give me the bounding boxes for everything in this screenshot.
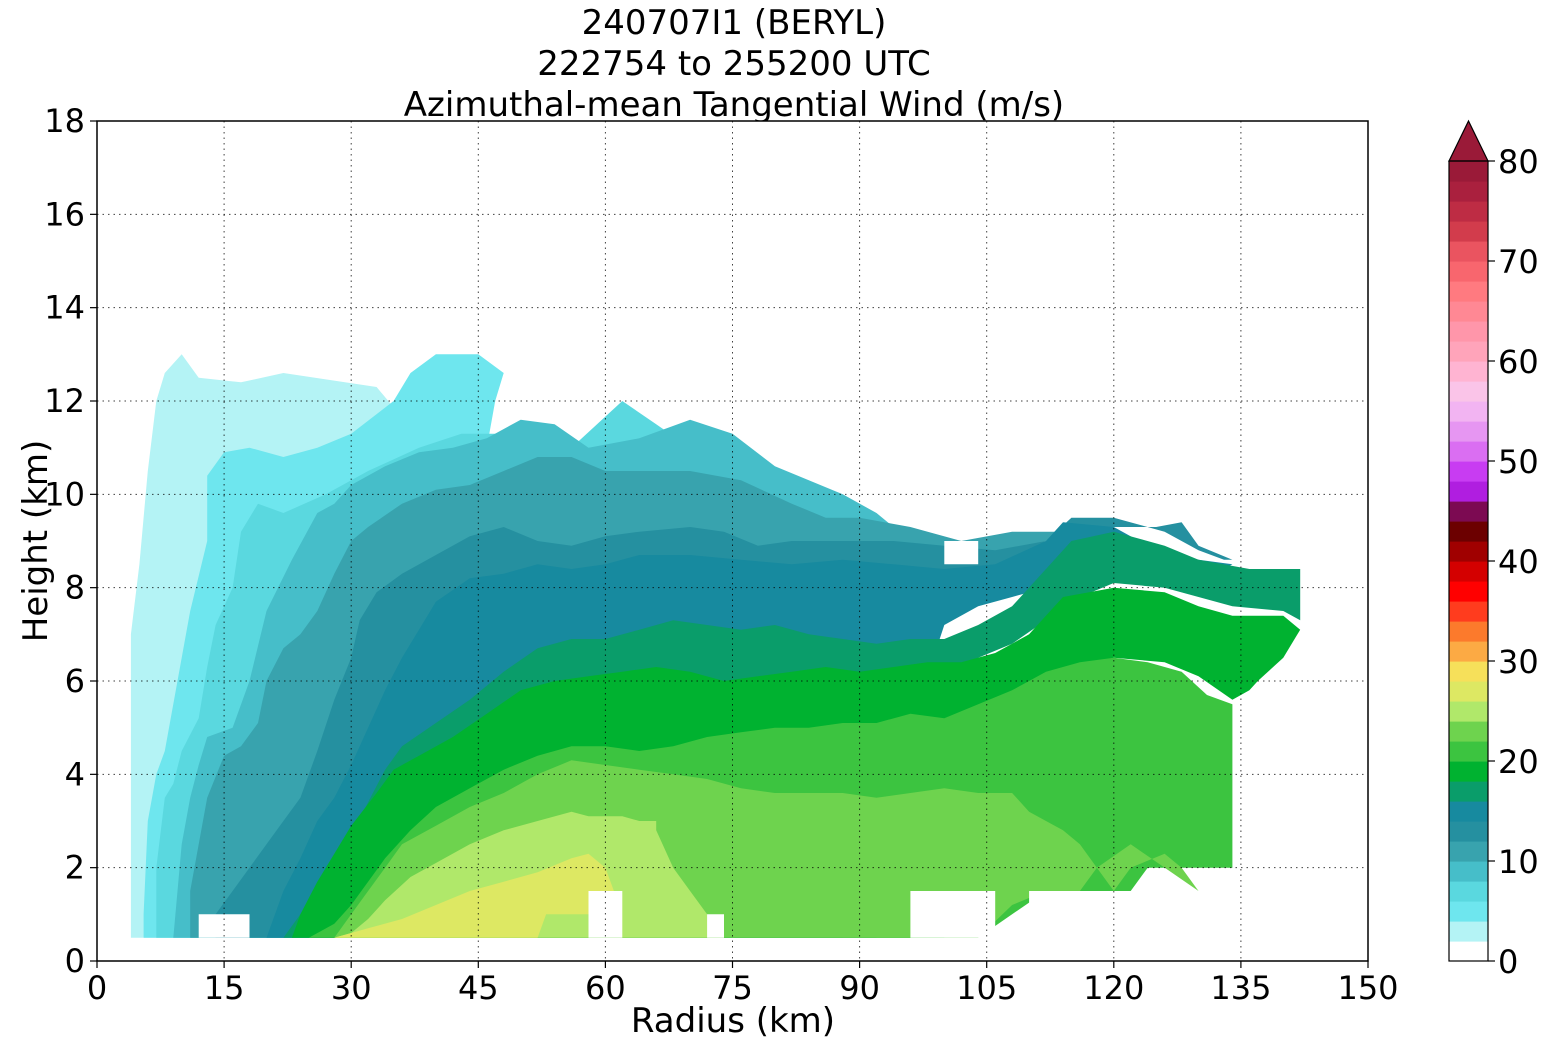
x-tick-label: 90 [839, 969, 880, 1007]
colorbar-swatch [1449, 701, 1488, 722]
no-data-region [707, 914, 724, 938]
colorbar-tick-label: 80 [1498, 143, 1539, 181]
colorbar-tick-label: 50 [1498, 443, 1539, 481]
no-data-region [198, 914, 250, 938]
colorbar-swatch [1449, 661, 1488, 682]
y-tick-label: 10 [44, 475, 85, 513]
x-tick-label: 120 [1083, 969, 1144, 1007]
y-axis-label: Height (km) [16, 440, 56, 643]
colorbar-swatch [1449, 921, 1488, 942]
colorbar-swatch [1449, 341, 1488, 362]
x-tick-label: 60 [585, 969, 626, 1007]
colorbar-tick-label: 40 [1498, 543, 1539, 581]
colorbar-swatch [1449, 221, 1488, 242]
x-axis-ticks: 0 15 30 45 60 75 90 105 120 135 150 [87, 961, 1399, 1007]
colorbar-tick-label: 20 [1498, 743, 1539, 781]
colorbar-swatch [1449, 481, 1488, 502]
colorbar-swatch [1449, 641, 1488, 662]
colorbar-swatch [1449, 501, 1488, 522]
x-tick-label: 45 [458, 969, 499, 1007]
y-tick-label: 18 [44, 102, 85, 140]
x-tick-label: 0 [87, 969, 107, 1007]
gridlines [97, 121, 1368, 961]
colorbar-tick-label: 10 [1498, 843, 1539, 881]
no-data-region [1147, 891, 1368, 938]
colorbar-swatch [1449, 581, 1488, 602]
colorbar-swatch [1449, 601, 1488, 622]
colorbar-swatch [1449, 301, 1488, 322]
title-line-3: Azimuthal-mean Tangential Wind (m/s) [404, 85, 1064, 125]
colorbar-swatch [1449, 261, 1488, 282]
title-line-1: 240707I1 (BERYL) [582, 3, 887, 43]
colorbar-swatch [1449, 621, 1488, 642]
y-tick-label: 12 [44, 382, 85, 420]
colorbar-swatch [1449, 241, 1488, 262]
colorbar-swatch [1449, 801, 1488, 822]
colorbar: 0 10 20 30 40 50 60 70 80 [1448, 119, 1539, 981]
colorbar-swatch [1449, 881, 1488, 902]
colorbar-swatch [1449, 361, 1488, 382]
colorbar-swatch [1449, 461, 1488, 482]
colorbar-swatch [1449, 721, 1488, 742]
y-tick-label: 2 [65, 849, 85, 887]
title-line-2: 222754 to 255200 UTC [537, 44, 931, 84]
colorbar-tick-label: 30 [1498, 643, 1539, 681]
y-tick-label: 16 [44, 195, 85, 233]
no-data-region [910, 891, 996, 938]
x-tick-label: 135 [1210, 969, 1271, 1007]
chart-title: 240707I1 (BERYL) 222754 to 255200 UTC Az… [404, 3, 1064, 125]
y-tick-label: 6 [65, 662, 85, 700]
colorbar-swatch [1449, 941, 1488, 962]
y-tick-label: 4 [65, 755, 85, 793]
colorbar-swatch [1449, 161, 1488, 182]
contour-layers [130, 354, 1368, 938]
x-tick-label: 15 [204, 969, 245, 1007]
colorbar-tick-label: 60 [1498, 343, 1539, 381]
colorbar-extend-arrow [1448, 119, 1489, 162]
colorbar-swatch [1449, 381, 1488, 402]
colorbar-swatch [1449, 321, 1488, 342]
x-tick-label: 150 [1337, 969, 1398, 1007]
colorbar-swatch [1449, 401, 1488, 422]
colorbar-swatch [1449, 561, 1488, 582]
colorbar-swatch [1449, 841, 1488, 862]
plot-area: 0 15 30 45 60 75 90 105 120 135 150 0 2 4 6 8 10 12 14 16 1… [44, 102, 1398, 1007]
y-tick-label: 14 [44, 289, 85, 327]
colorbar-swatch [1449, 741, 1488, 762]
colorbar-swatch [1449, 761, 1488, 782]
x-tick-label: 75 [712, 969, 753, 1007]
colorbar-swatch [1449, 521, 1488, 542]
colorbar-tick-label: 70 [1498, 243, 1539, 281]
colorbar-swatch [1449, 541, 1488, 562]
colorbar-swatch [1449, 441, 1488, 462]
y-tick-label: 0 [65, 942, 85, 980]
colorbar-tick-label: 0 [1498, 943, 1518, 981]
x-tick-label: 30 [331, 969, 372, 1007]
y-axis-ticks: 0 2 4 6 8 10 12 14 16 18 [44, 102, 97, 980]
x-axis-label: Radius (km) [631, 1001, 835, 1041]
x-tick-label: 105 [956, 969, 1017, 1007]
no-data-region [1029, 891, 1063, 938]
colorbar-swatch [1449, 281, 1488, 302]
colorbar-swatch [1449, 781, 1488, 802]
colorbar-swatch [1449, 821, 1488, 842]
colorbar-swatch [1449, 681, 1488, 702]
colorbar-swatch [1449, 861, 1488, 882]
colorbar-swatch [1449, 421, 1488, 442]
y-tick-label: 8 [65, 569, 85, 607]
colorbar-swatch [1449, 181, 1488, 202]
colorbar-swatch [1449, 901, 1488, 922]
contour-level-26 [334, 853, 614, 938]
colorbar-swatch [1449, 201, 1488, 222]
no-data-region [944, 541, 979, 565]
